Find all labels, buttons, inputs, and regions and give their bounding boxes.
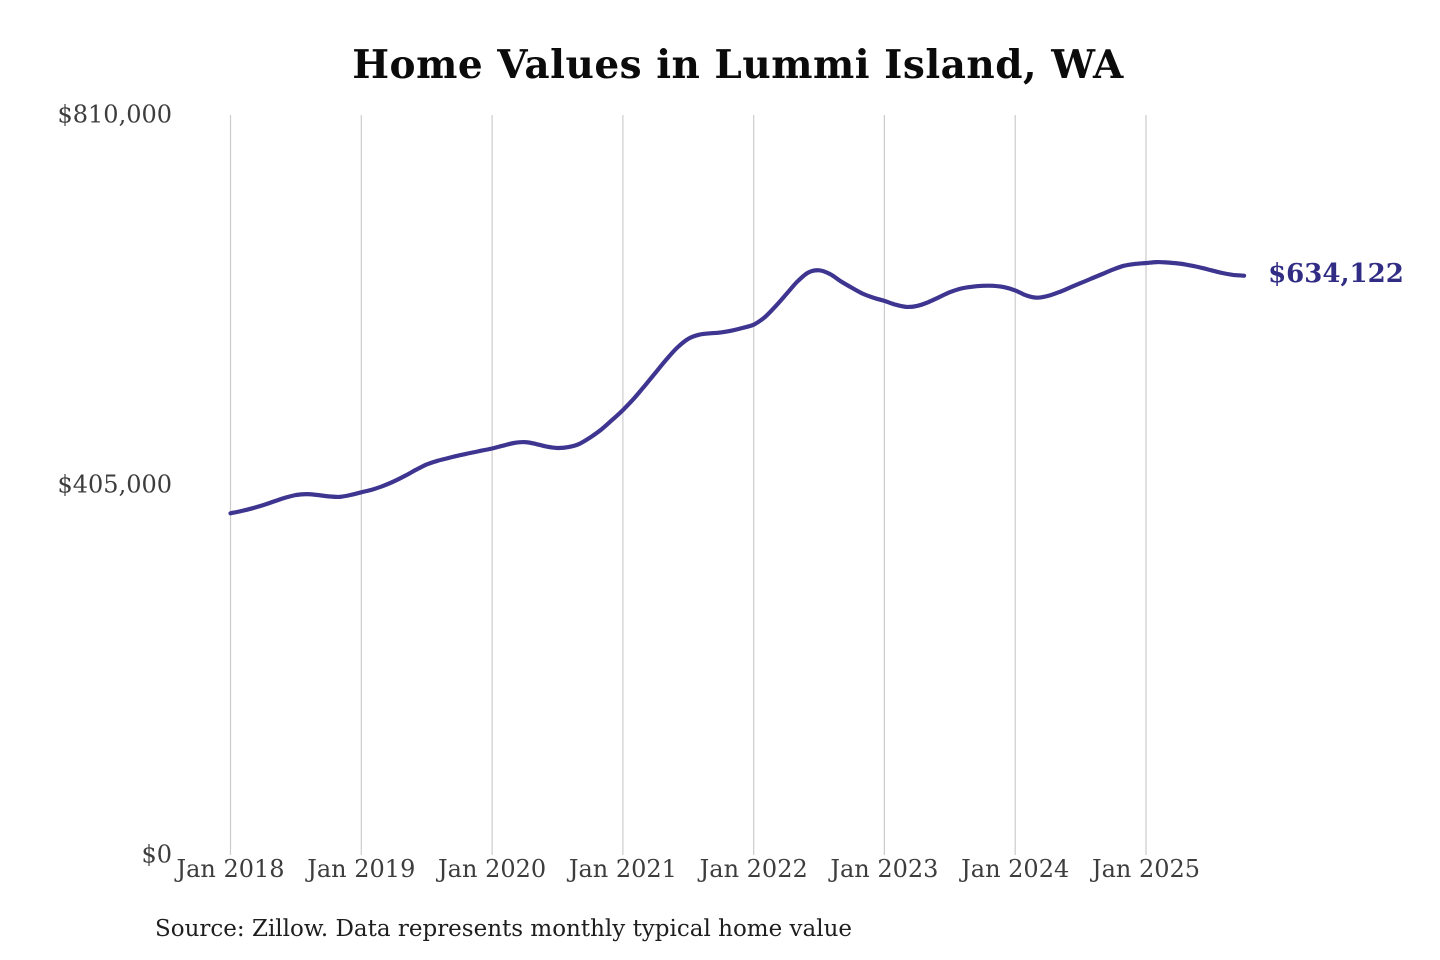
x-tick-label-jan-2020: Jan 2020 <box>438 855 547 883</box>
home-value-line <box>228 259 1247 516</box>
gridlines <box>229 115 1147 855</box>
source-note: Source: Zillow. Data represents monthly … <box>155 916 853 942</box>
current-value-label: $634,122 <box>1268 258 1404 289</box>
x-tick-label-jan-2025: Jan 2025 <box>1091 855 1201 883</box>
x-tick-label-jan-2019: Jan 2019 <box>307 855 416 883</box>
y-tick-label-810000: $810,000 <box>57 100 172 129</box>
x-tick-label-jan-2022: Jan 2022 <box>699 855 808 883</box>
chart-title: Home Values in Lummi Island, WA <box>352 42 1124 88</box>
y-tick-label-405000: $405,000 <box>57 470 172 499</box>
y-tick-label-0: $0 <box>141 840 172 869</box>
x-tick-label-jan-2018: Jan 2018 <box>176 855 285 883</box>
x-tick-label-jan-2023: Jan 2023 <box>830 855 939 883</box>
x-tick-label-jan-2021: Jan 2021 <box>568 855 677 883</box>
x-tick-label-jan-2024: Jan 2024 <box>961 855 1070 883</box>
